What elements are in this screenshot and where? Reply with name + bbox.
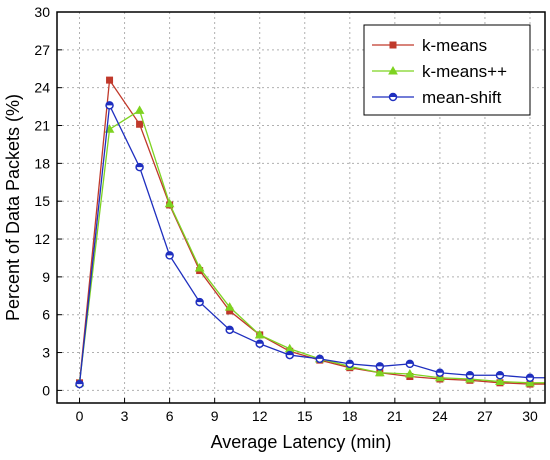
- data-point-fill: [376, 362, 384, 367]
- data-point: [404, 368, 415, 378]
- legend-swatch-marker: [389, 41, 397, 49]
- data-point: [374, 367, 385, 377]
- data-point: [134, 105, 145, 114]
- x-tick-label: 3: [121, 408, 129, 424]
- data-point-fill: [526, 374, 534, 378]
- data-point-fill: [166, 251, 174, 256]
- y-tick-label: 24: [34, 80, 50, 96]
- y-tick-label: 21: [34, 118, 50, 134]
- y-tick-label: 18: [34, 155, 50, 171]
- data-point: [254, 329, 265, 339]
- x-tick-label: 18: [342, 408, 358, 424]
- x-tick-label: 0: [76, 408, 84, 424]
- data-point: [495, 376, 505, 386]
- data-point: [194, 263, 205, 272]
- y-tick-label: 6: [42, 307, 50, 323]
- series-mean-shift: [75, 101, 545, 389]
- legend-entry-label: k-means: [422, 36, 487, 55]
- legend-swatch-marker-fill: [389, 93, 397, 97]
- data-point-fill: [286, 351, 294, 356]
- legend-entry-label: mean-shift: [422, 88, 502, 107]
- data-point-fill: [436, 369, 444, 373]
- data-point-fill: [76, 380, 84, 385]
- data-point-fill: [136, 163, 144, 168]
- y-axis-title: Percent of Data Packets (%): [3, 94, 23, 321]
- axis-ticks: 0 3 6 9 12 15 18 21 24 27 30 0 3 6 9 12 15 18 21 24 27 30: [34, 4, 538, 424]
- x-tick-label: 6: [166, 408, 174, 424]
- x-axis-title: Average Latency (min): [211, 432, 392, 452]
- y-tick-label: 9: [42, 269, 50, 285]
- y-tick-label: 15: [34, 193, 50, 209]
- x-tick-label: 12: [252, 408, 268, 424]
- data-point-fill: [256, 340, 264, 344]
- data-point: [224, 302, 235, 311]
- data-point: [164, 198, 175, 208]
- data-point-fill: [226, 326, 234, 330]
- x-tick-label: 30: [522, 408, 538, 424]
- y-tick-label: 0: [42, 382, 50, 398]
- y-tick-label: 27: [34, 42, 50, 58]
- x-tick-label: 24: [432, 408, 448, 424]
- data-point: [435, 372, 445, 382]
- x-tick-label: 21: [387, 408, 403, 424]
- y-tick-label: 30: [34, 4, 50, 20]
- data-point: [106, 76, 114, 84]
- y-tick-label: 3: [42, 345, 50, 361]
- y-tick-label: 12: [34, 231, 50, 247]
- data-point-fill: [106, 101, 114, 106]
- data-point: [136, 120, 144, 128]
- data-point: [525, 377, 535, 387]
- series-layer: [74, 76, 545, 389]
- legend: k-means k-means++ mean-shift: [363, 24, 531, 116]
- x-tick-label: 15: [297, 408, 313, 424]
- legend-swatch-marker: [388, 65, 398, 75]
- data-point-fill: [406, 360, 414, 364]
- x-tick-label: 9: [211, 408, 219, 424]
- data-point-fill: [196, 298, 204, 303]
- data-point-fill: [466, 371, 474, 376]
- data-point-fill: [346, 360, 354, 364]
- data-point-fill: [316, 355, 324, 359]
- plot-frame: [56, 11, 546, 404]
- legend-entry-label: k-means++: [422, 62, 507, 81]
- x-tick-label: 27: [477, 408, 493, 424]
- data-point-fill: [496, 371, 504, 376]
